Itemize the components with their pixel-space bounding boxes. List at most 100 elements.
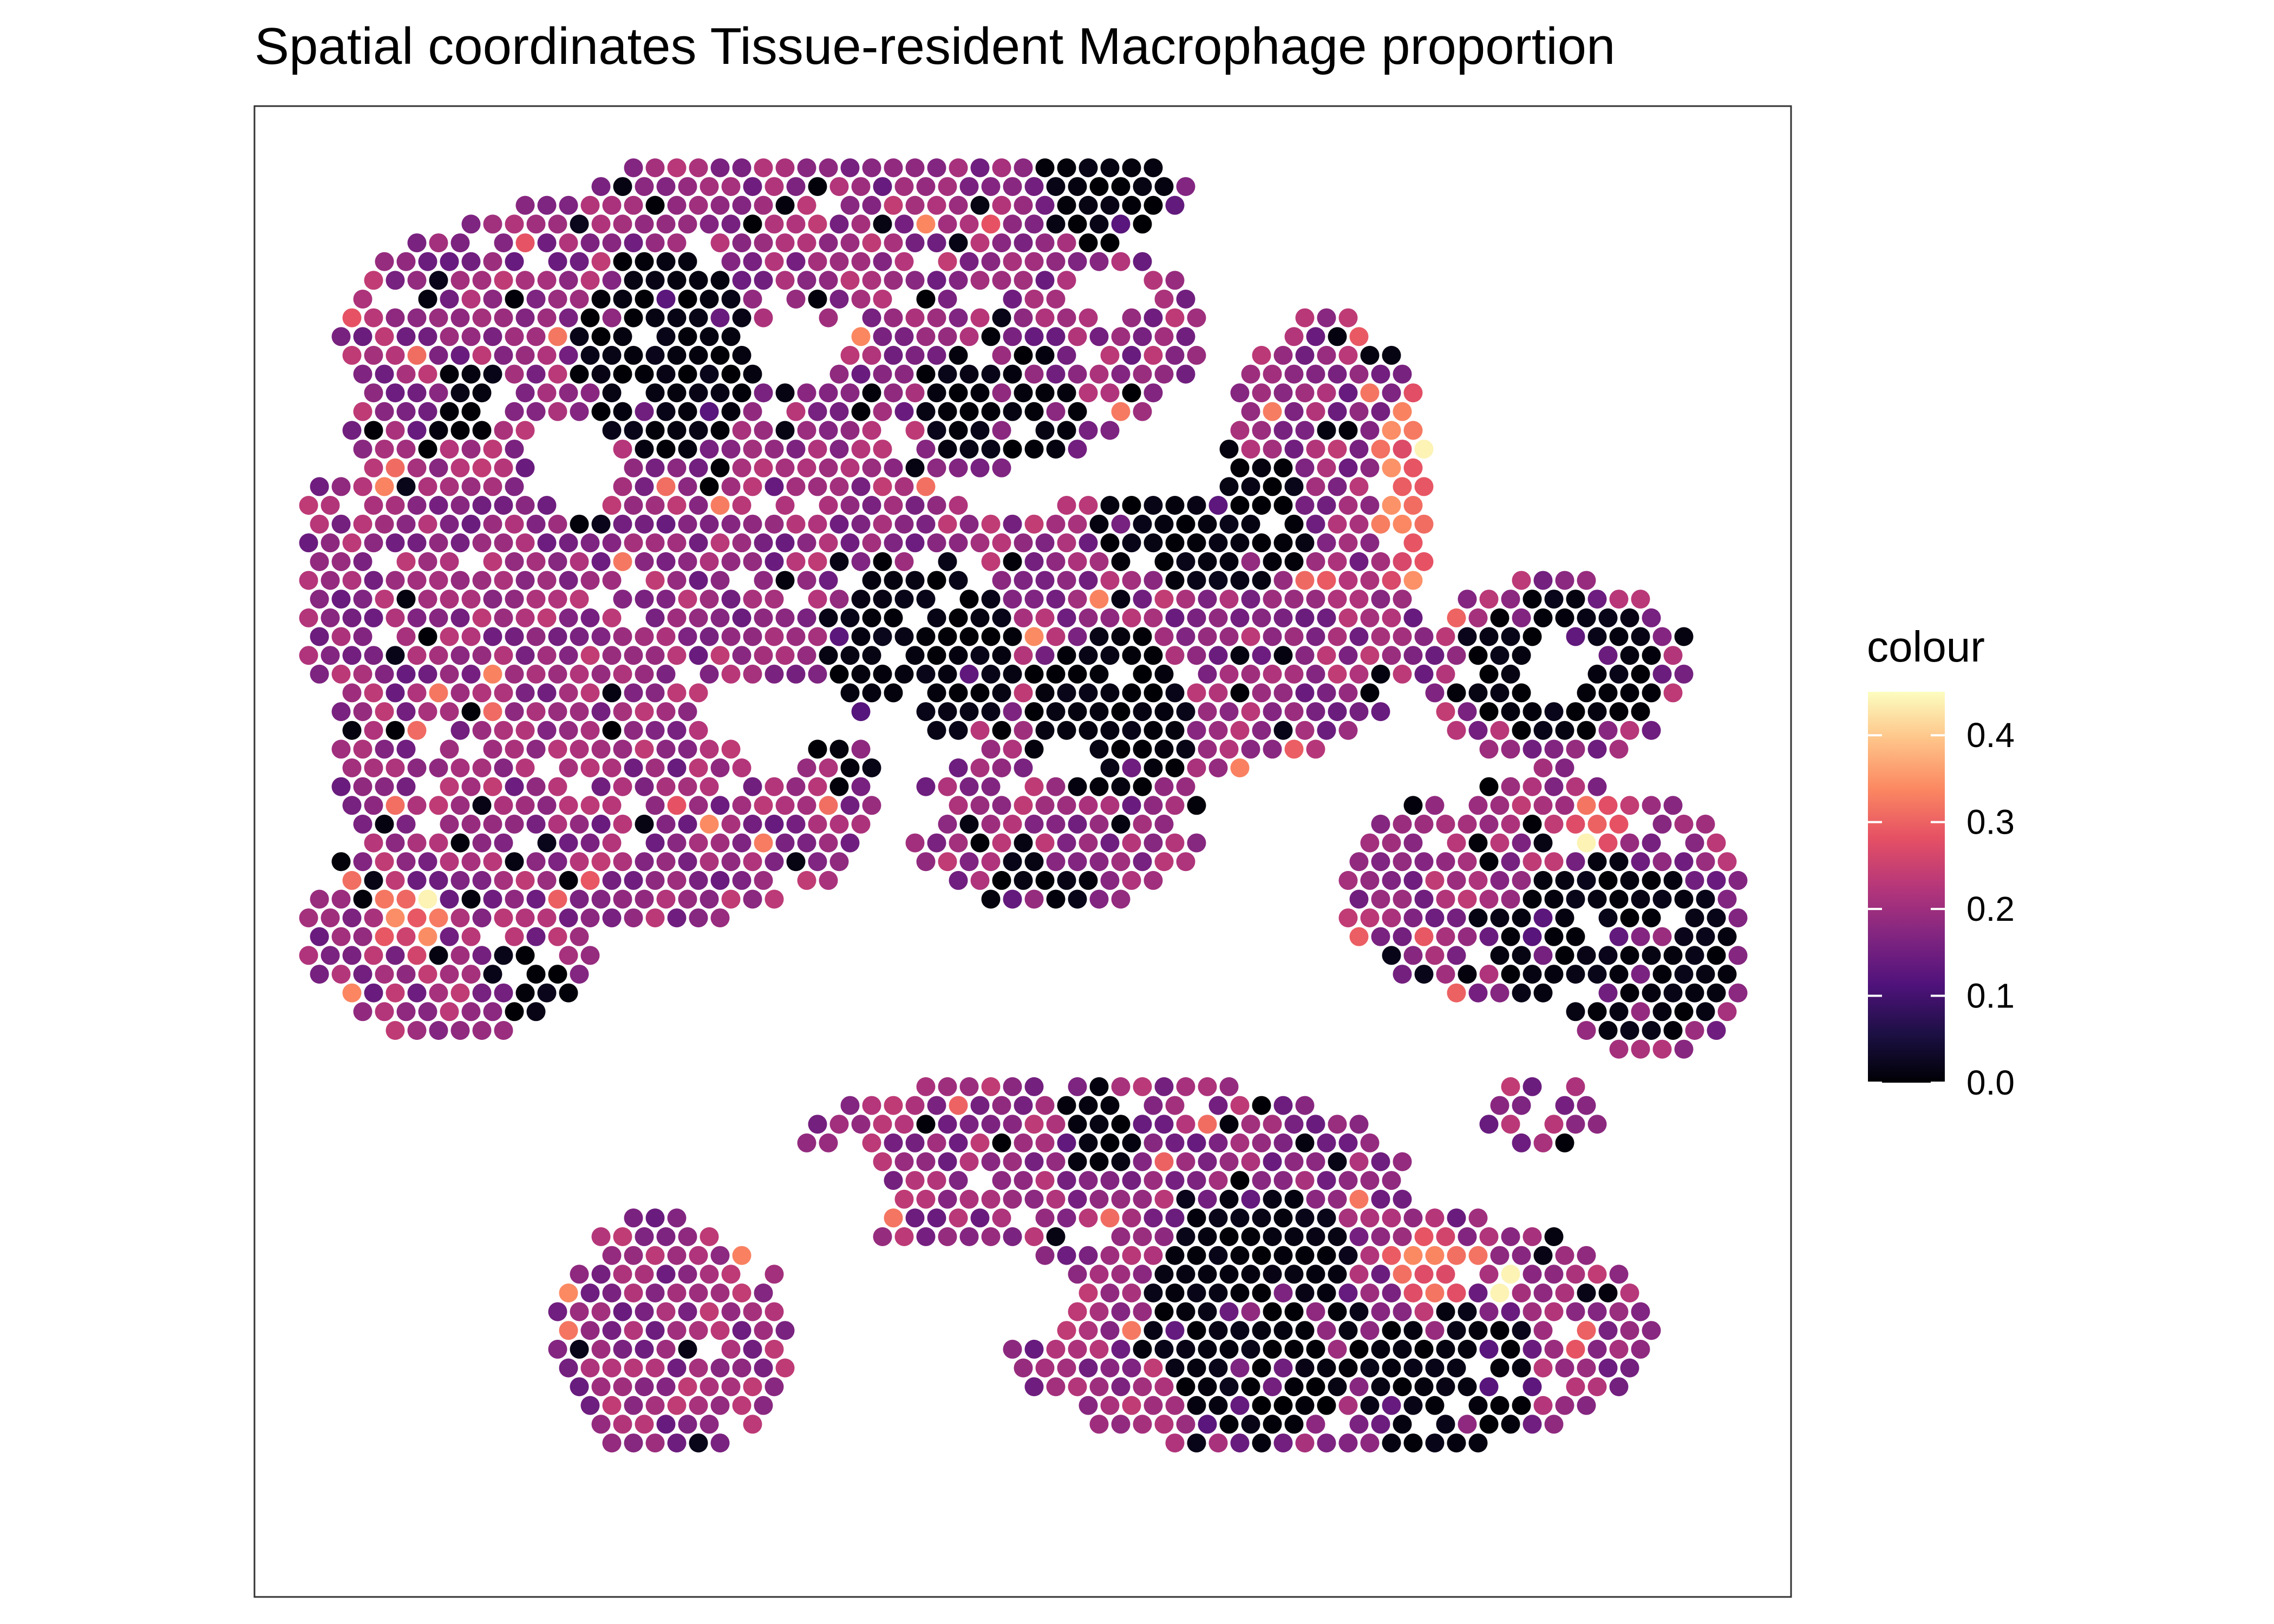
data-point bbox=[407, 458, 427, 477]
data-point bbox=[1100, 796, 1120, 815]
data-point bbox=[613, 364, 632, 384]
data-point bbox=[1252, 646, 1271, 665]
data-point bbox=[580, 571, 600, 590]
data-point bbox=[1219, 1377, 1239, 1397]
data-point bbox=[1317, 421, 1336, 440]
data-point bbox=[483, 814, 502, 834]
data-point bbox=[310, 514, 329, 534]
data-point bbox=[602, 870, 622, 890]
data-point bbox=[364, 646, 383, 665]
data-point bbox=[1663, 683, 1683, 703]
data-point bbox=[732, 1358, 752, 1378]
data-point bbox=[440, 852, 459, 872]
data-point bbox=[1100, 158, 1120, 178]
data-point bbox=[635, 477, 654, 496]
data-point bbox=[505, 290, 524, 309]
data-point bbox=[1111, 514, 1131, 534]
data-point bbox=[1512, 608, 1531, 627]
data-point bbox=[981, 590, 1001, 609]
data-point bbox=[1176, 327, 1195, 346]
data-point bbox=[602, 908, 622, 928]
data-point bbox=[775, 608, 795, 627]
data-point bbox=[1111, 590, 1131, 609]
data-point bbox=[450, 870, 470, 890]
data-point bbox=[1143, 496, 1163, 515]
data-point bbox=[1458, 852, 1477, 872]
data-point bbox=[1100, 721, 1120, 740]
data-point bbox=[1577, 946, 1596, 965]
data-point bbox=[667, 721, 687, 740]
data-point bbox=[1490, 721, 1510, 740]
data-point bbox=[862, 233, 881, 253]
data-point bbox=[1143, 646, 1163, 665]
data-point bbox=[1425, 1358, 1445, 1378]
data-point bbox=[1338, 1396, 1358, 1415]
data-point bbox=[1252, 571, 1271, 590]
data-point bbox=[1512, 1358, 1531, 1378]
data-point bbox=[515, 533, 535, 553]
data-point bbox=[299, 496, 318, 515]
data-point bbox=[1133, 1415, 1152, 1434]
data-point bbox=[505, 777, 524, 796]
data-point bbox=[353, 889, 373, 909]
data-point bbox=[1728, 908, 1748, 928]
data-point bbox=[1273, 1358, 1293, 1378]
data-point bbox=[450, 796, 470, 815]
data-point bbox=[678, 552, 697, 571]
data-point bbox=[310, 927, 329, 946]
data-point bbox=[689, 421, 708, 440]
data-point bbox=[959, 852, 979, 872]
data-point bbox=[1306, 1302, 1325, 1321]
data-point bbox=[1382, 571, 1401, 590]
data-point bbox=[1403, 1321, 1423, 1340]
data-point bbox=[548, 590, 567, 609]
data-point bbox=[407, 308, 427, 328]
data-point bbox=[613, 852, 632, 872]
data-point bbox=[1533, 1284, 1553, 1302]
data-point bbox=[916, 214, 936, 234]
data-point bbox=[1176, 1339, 1195, 1359]
data-point bbox=[851, 440, 871, 459]
data-point bbox=[1057, 233, 1076, 253]
data-point bbox=[342, 345, 362, 365]
data-point bbox=[624, 496, 643, 515]
data-point bbox=[1079, 1133, 1098, 1152]
data-point bbox=[808, 590, 827, 609]
data-point bbox=[331, 627, 351, 646]
data-point bbox=[580, 308, 600, 328]
data-point bbox=[1533, 608, 1553, 627]
data-point bbox=[1154, 177, 1174, 197]
data-point bbox=[1349, 477, 1369, 496]
data-point bbox=[1122, 683, 1141, 703]
data-point bbox=[743, 440, 762, 459]
data-point bbox=[927, 158, 946, 178]
data-point bbox=[429, 308, 448, 328]
data-point bbox=[1393, 664, 1412, 684]
data-point bbox=[472, 646, 492, 665]
data-point bbox=[1609, 627, 1629, 646]
data-point bbox=[1382, 458, 1401, 477]
data-point bbox=[1555, 1133, 1574, 1152]
data-point bbox=[1100, 1208, 1120, 1228]
data-point bbox=[1338, 1321, 1358, 1340]
data-point bbox=[1458, 927, 1477, 946]
data-point bbox=[1642, 908, 1661, 928]
data-point bbox=[1252, 1321, 1271, 1340]
data-point bbox=[1089, 1152, 1109, 1171]
data-point bbox=[1187, 1246, 1206, 1265]
data-point bbox=[1143, 271, 1163, 290]
data-point bbox=[1198, 1377, 1217, 1397]
data-point bbox=[1577, 1246, 1596, 1265]
data-point bbox=[450, 946, 470, 965]
data-point bbox=[1566, 852, 1585, 872]
data-point bbox=[1598, 870, 1618, 890]
data-point bbox=[1014, 721, 1033, 740]
data-point bbox=[710, 233, 730, 253]
data-point bbox=[873, 590, 892, 609]
data-point bbox=[959, 1227, 979, 1246]
data-point bbox=[1089, 1339, 1109, 1359]
data-point bbox=[1338, 1358, 1358, 1378]
data-point bbox=[1371, 402, 1390, 421]
data-point bbox=[1349, 1189, 1369, 1209]
data-point bbox=[1154, 1189, 1174, 1209]
